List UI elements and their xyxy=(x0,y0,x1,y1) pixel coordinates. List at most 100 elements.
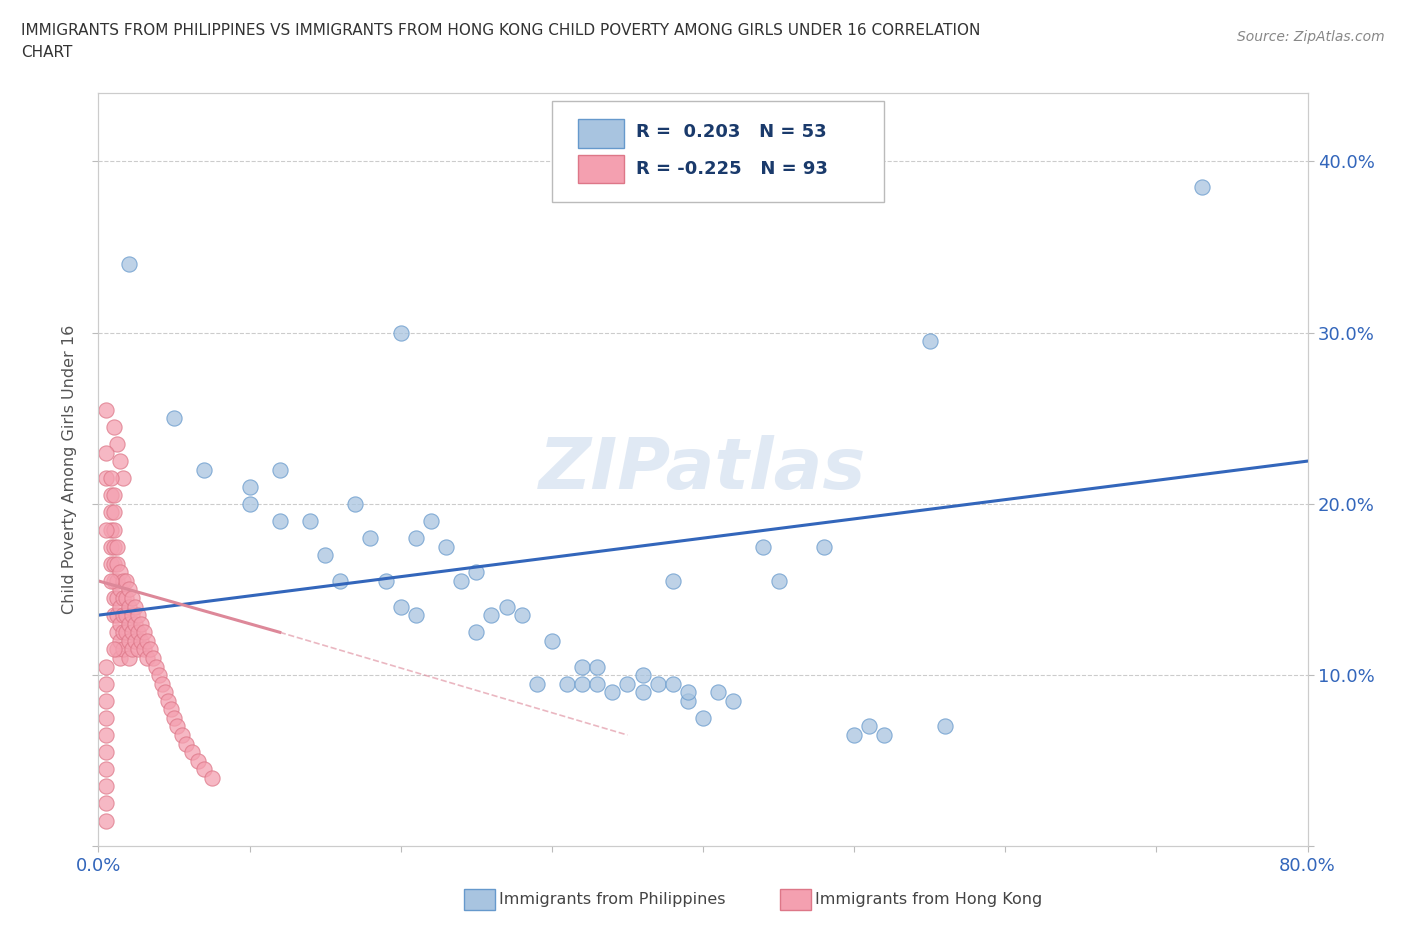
Text: R = -0.225   N = 93: R = -0.225 N = 93 xyxy=(637,160,828,178)
Point xyxy=(124,617,146,631)
Point xyxy=(676,694,699,709)
Point xyxy=(844,727,866,742)
Point xyxy=(934,719,956,734)
Point xyxy=(121,625,143,640)
Point xyxy=(269,462,291,477)
Point xyxy=(450,574,472,589)
Point xyxy=(160,702,183,717)
Point xyxy=(616,676,638,691)
Point xyxy=(111,625,134,640)
Point xyxy=(94,813,117,828)
Point xyxy=(170,727,193,742)
Point xyxy=(329,574,352,589)
Point xyxy=(586,676,609,691)
Point xyxy=(752,539,775,554)
Point xyxy=(344,497,367,512)
Point xyxy=(100,488,122,503)
Point xyxy=(142,651,165,666)
Point xyxy=(108,651,131,666)
Point xyxy=(108,617,131,631)
Point xyxy=(94,745,117,760)
Point xyxy=(481,607,503,622)
Point xyxy=(723,694,745,709)
Point xyxy=(132,642,155,657)
Point xyxy=(389,599,412,614)
Point xyxy=(103,419,125,434)
Point xyxy=(269,513,291,528)
Point xyxy=(100,505,122,520)
Point xyxy=(153,684,176,699)
Point xyxy=(108,582,131,597)
Point xyxy=(193,462,215,477)
Point xyxy=(105,591,128,605)
Point xyxy=(118,633,141,648)
Point xyxy=(707,684,730,699)
Point xyxy=(111,574,134,589)
Point xyxy=(135,651,157,666)
Point xyxy=(187,753,209,768)
Point xyxy=(94,796,117,811)
Point xyxy=(465,565,488,579)
Point xyxy=(858,719,880,734)
Point xyxy=(100,471,122,485)
Bar xyxy=(578,154,624,183)
Point xyxy=(114,607,136,622)
Point xyxy=(150,676,173,691)
Point xyxy=(103,591,125,605)
Point xyxy=(111,642,134,657)
Point xyxy=(129,633,152,648)
Point xyxy=(540,633,562,648)
Point xyxy=(602,684,624,699)
Point xyxy=(571,676,593,691)
Point xyxy=(181,745,204,760)
Point xyxy=(103,522,125,537)
Point xyxy=(555,676,578,691)
Point xyxy=(105,539,128,554)
Point xyxy=(139,642,162,657)
Point xyxy=(94,445,117,460)
Text: Immigrants from Hong Kong: Immigrants from Hong Kong xyxy=(815,892,1043,907)
Point xyxy=(127,607,149,622)
Point xyxy=(105,556,128,571)
Point xyxy=(163,411,186,426)
Point xyxy=(100,556,122,571)
Point xyxy=(586,659,609,674)
Point xyxy=(114,574,136,589)
Point xyxy=(163,711,186,725)
Point xyxy=(94,659,117,674)
Point xyxy=(127,625,149,640)
Point xyxy=(103,574,125,589)
Point xyxy=(100,522,122,537)
Text: Immigrants from Philippines: Immigrants from Philippines xyxy=(499,892,725,907)
Point xyxy=(100,539,122,554)
Point xyxy=(105,607,128,622)
Point xyxy=(374,574,396,589)
Point xyxy=(145,659,167,674)
Text: Source: ZipAtlas.com: Source: ZipAtlas.com xyxy=(1237,30,1385,44)
Point xyxy=(239,497,262,512)
Point xyxy=(114,591,136,605)
Point xyxy=(94,403,117,418)
Point xyxy=(148,668,170,683)
Point xyxy=(174,737,197,751)
Point xyxy=(692,711,714,725)
Point xyxy=(813,539,835,554)
Text: ZIPatlas: ZIPatlas xyxy=(540,435,866,504)
Text: CHART: CHART xyxy=(21,45,73,60)
Point xyxy=(103,607,125,622)
Point xyxy=(1191,179,1213,194)
Point xyxy=(111,607,134,622)
Point xyxy=(768,574,790,589)
Point xyxy=(124,633,146,648)
Point xyxy=(114,625,136,640)
Point xyxy=(129,617,152,631)
Point xyxy=(118,617,141,631)
Point xyxy=(127,642,149,657)
Point xyxy=(676,684,699,699)
Point xyxy=(108,565,131,579)
Point xyxy=(105,625,128,640)
Point xyxy=(239,479,262,494)
Point xyxy=(526,676,548,691)
Point xyxy=(103,539,125,554)
Point xyxy=(103,488,125,503)
